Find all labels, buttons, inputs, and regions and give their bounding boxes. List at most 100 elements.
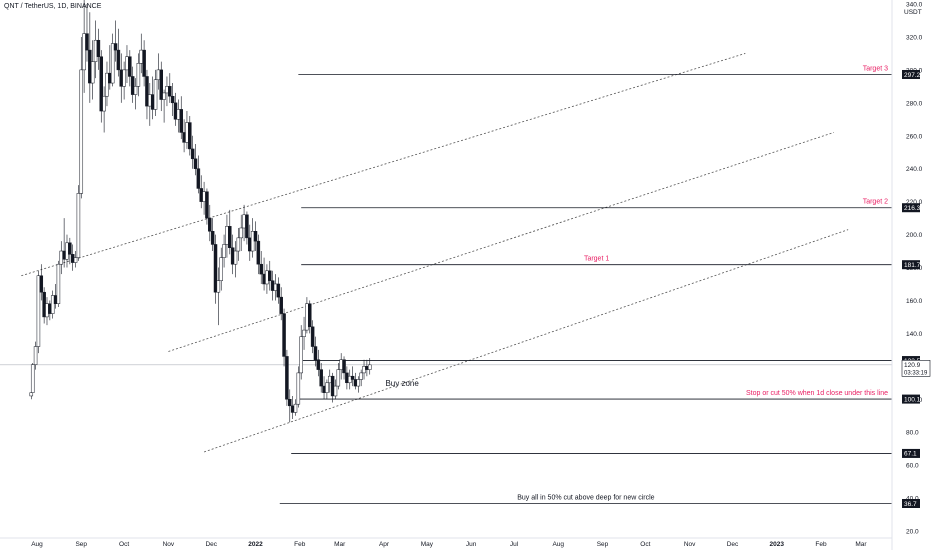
channel-line[interactable]	[21, 53, 746, 277]
candle-body	[65, 242, 69, 260]
candle-body	[136, 63, 141, 87]
candle-body	[336, 369, 341, 387]
candle-body	[242, 214, 246, 229]
price-label-text: 36.7	[904, 501, 917, 508]
level-annotation: Stop or cut 50% when 1d close under this…	[746, 390, 888, 397]
x-tick-label: Feb	[294, 541, 306, 548]
y-tick-label: 160.0	[906, 298, 923, 305]
buy-zone-label: Buy zone	[385, 379, 419, 388]
x-tick-label: Oct	[119, 541, 129, 548]
candle-body	[193, 158, 198, 169]
x-tick-label: Mar	[855, 541, 867, 548]
x-tick-label: Feb	[815, 541, 827, 548]
candle-body	[290, 405, 295, 413]
candle-body	[170, 95, 175, 104]
candle-body	[328, 375, 332, 384]
x-tick-label: Dec	[727, 541, 739, 548]
y-tick-label: 340.0	[906, 2, 923, 9]
price-label-box	[902, 69, 920, 79]
y-tick-label: 140.0	[906, 331, 923, 338]
candle-body	[202, 191, 206, 202]
candle-body	[36, 275, 41, 347]
candle-body	[319, 369, 323, 387]
y-tick-label: 60.0	[906, 463, 919, 470]
candle-body	[196, 168, 201, 189]
y-tick-label: 240.0	[906, 166, 923, 173]
candle-body	[176, 109, 181, 120]
price-label-box	[902, 394, 920, 404]
candle-body	[168, 86, 172, 97]
last-price-countdown: 03:33:19	[904, 370, 928, 376]
candle-body	[347, 375, 352, 384]
candle-body	[153, 79, 158, 110]
candle-body	[130, 76, 135, 95]
candle-body	[148, 94, 152, 107]
x-tick-label: 2023	[770, 541, 785, 548]
y-tick-label: 280.0	[906, 100, 923, 107]
x-tick-label: Jun	[466, 541, 477, 548]
candle-body	[233, 250, 238, 265]
last-price-box	[901, 360, 931, 377]
candle-body	[150, 94, 155, 110]
candle-body	[68, 242, 72, 255]
candle-body	[42, 291, 46, 318]
candle-body	[322, 385, 326, 393]
candle-body	[316, 359, 321, 370]
candle-body	[162, 92, 166, 100]
candle-body	[33, 346, 38, 365]
candle-body	[85, 33, 89, 51]
x-tick-label: Jul	[510, 541, 519, 548]
candle-body	[62, 250, 66, 260]
candle-body	[45, 303, 49, 318]
currency-label: USDT	[904, 9, 922, 16]
candle-body	[342, 359, 346, 374]
candle-body	[93, 39, 98, 62]
candle-body	[362, 366, 366, 374]
candle-body	[182, 132, 186, 143]
candle-body	[79, 69, 84, 194]
last-price-text: 120.9	[904, 362, 921, 369]
candle-body	[313, 346, 318, 360]
x-tick-label: Apr	[379, 541, 390, 548]
candle-body	[350, 375, 355, 380]
candle-body	[59, 250, 64, 265]
candle-body	[216, 280, 221, 293]
candle-body	[116, 49, 121, 71]
x-tick-label: May	[421, 541, 434, 548]
candle-body	[236, 237, 241, 252]
candle-body	[345, 372, 349, 384]
candle-body	[145, 76, 149, 107]
candle-body	[90, 61, 95, 84]
level-annotation: Buy all in 50% cut above deep for new ci…	[517, 494, 654, 501]
price-label-text: 216.3	[904, 205, 921, 212]
x-tick-label: Nov	[684, 541, 696, 548]
candle-body	[76, 193, 81, 258]
candle-body	[99, 56, 104, 112]
candle-body	[205, 191, 209, 219]
candle-body	[53, 295, 58, 304]
candle-body	[359, 372, 363, 380]
candle-body	[142, 49, 146, 77]
candle-body	[82, 33, 86, 71]
level-annotation: Target 1	[584, 256, 609, 263]
price-label-box	[902, 448, 920, 458]
candle-body	[199, 188, 203, 202]
candle-body	[230, 247, 235, 265]
candle-body	[353, 379, 358, 387]
candle-body	[29, 392, 34, 397]
candle-body	[250, 231, 255, 252]
candle-body	[139, 49, 143, 64]
candle-body	[125, 56, 129, 71]
candle-body	[39, 275, 44, 293]
candle-body	[282, 313, 286, 357]
price-label-box	[902, 498, 920, 508]
candle-body	[156, 69, 161, 81]
channel-line[interactable]	[203, 229, 849, 453]
candle-body	[239, 227, 243, 239]
candle-body	[248, 237, 252, 252]
x-tick-label: Dec	[205, 541, 217, 548]
candle-body	[225, 226, 229, 245]
channel-line[interactable]	[168, 132, 834, 352]
candle-body	[367, 364, 372, 370]
